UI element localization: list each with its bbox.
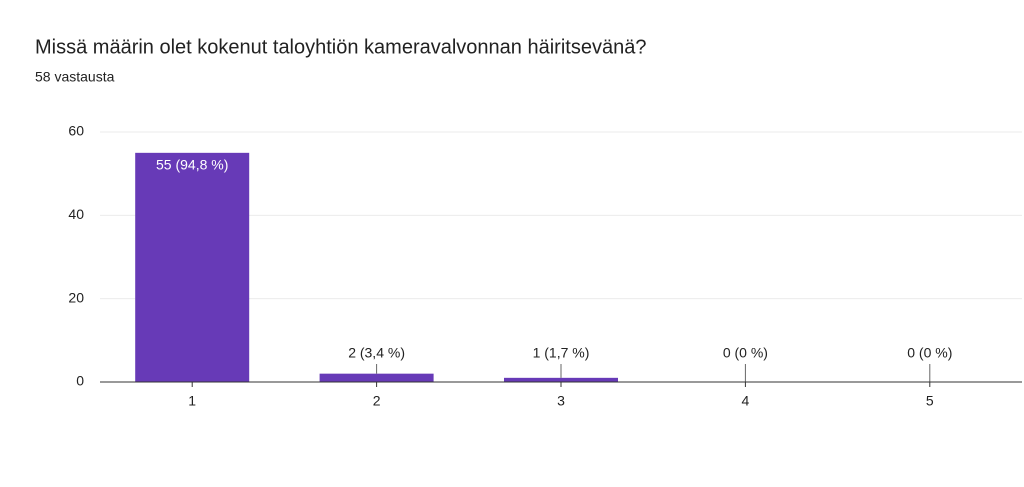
value-label: 0 (0 %) xyxy=(723,345,768,361)
bar xyxy=(504,377,618,382)
bar xyxy=(135,152,250,382)
chart-title: Missä määrin olet kokenut taloyhtiön kam… xyxy=(35,36,646,58)
bar xyxy=(319,373,434,382)
y-tick-label: 0 xyxy=(76,373,84,389)
value-label: 55 (94,8 %) xyxy=(156,157,228,173)
value-label: 0 (0 %) xyxy=(907,345,952,361)
y-tick-label: 60 xyxy=(68,123,84,139)
value-label: 2 (3,4 %) xyxy=(348,345,405,361)
x-tick-label: 3 xyxy=(557,393,565,409)
x-tick-label: 1 xyxy=(188,393,196,409)
x-tick-label: 2 xyxy=(373,393,381,409)
value-label: 1 (1,7 %) xyxy=(533,345,590,361)
y-tick-label: 40 xyxy=(68,206,84,222)
y-tick-label: 20 xyxy=(68,289,84,305)
x-tick-label: 4 xyxy=(742,393,750,409)
chart-subtitle: 58 vastausta xyxy=(35,69,115,85)
x-tick-label: 5 xyxy=(926,393,934,409)
